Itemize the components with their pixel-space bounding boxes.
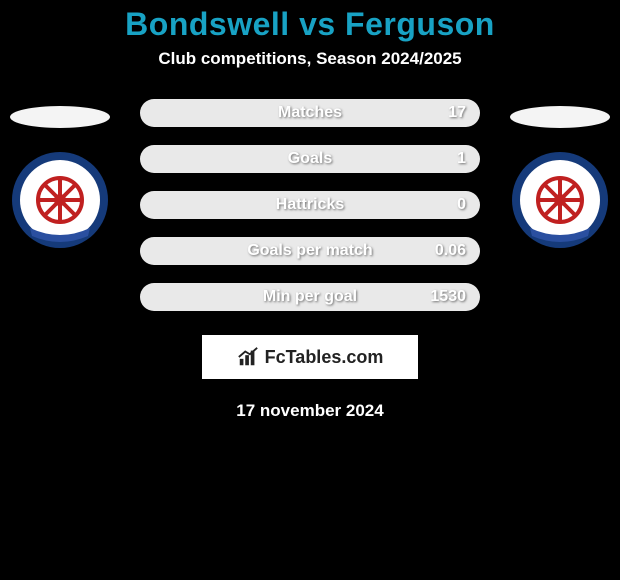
stat-right-value: 17 [448,104,466,122]
left-shadow-oval [10,106,110,128]
left-club-crest-icon [10,150,110,250]
stat-row: Matches 17 [140,99,480,127]
stat-row: Hattricks 0 [140,191,480,219]
stat-row: Goals per match 0.06 [140,237,480,265]
stat-right-value: 0 [457,196,466,214]
right-club-crest-icon [510,150,610,250]
right-shadow-oval [510,106,610,128]
left-player-column [8,99,112,250]
brand-chart-icon [237,346,259,368]
brand-box[interactable]: FcTables.com [202,335,418,379]
stats-table: Matches 17 Goals 1 Hattricks 0 Goals per match… [140,99,480,329]
stat-row: Goals 1 [140,145,480,173]
stat-right-value: 1 [457,150,466,168]
stat-label: Hattricks [276,196,344,214]
right-player-column [508,99,612,250]
page-title: Bondswell vs Ferguson [0,0,620,43]
stat-row: Min per goal 1530 [140,283,480,311]
stats-center: Matches 17 Goals 1 Hattricks 0 Goals per match… [112,99,508,379]
stat-label: Goals per match [247,242,372,260]
stat-right-value: 0.06 [435,242,466,260]
date-line: 17 november 2024 [0,401,620,421]
stat-right-value: 1530 [430,288,466,306]
subtitle: Club competitions, Season 2024/2025 [0,49,620,69]
stat-label: Goals [288,150,332,168]
stat-label: Matches [278,104,342,122]
stat-label: Min per goal [263,288,357,306]
comparison-card: Bondswell vs Ferguson Club competitions,… [0,0,620,580]
columns: Matches 17 Goals 1 Hattricks 0 Goals per match… [0,99,620,379]
brand-text: FcTables.com [265,347,384,368]
